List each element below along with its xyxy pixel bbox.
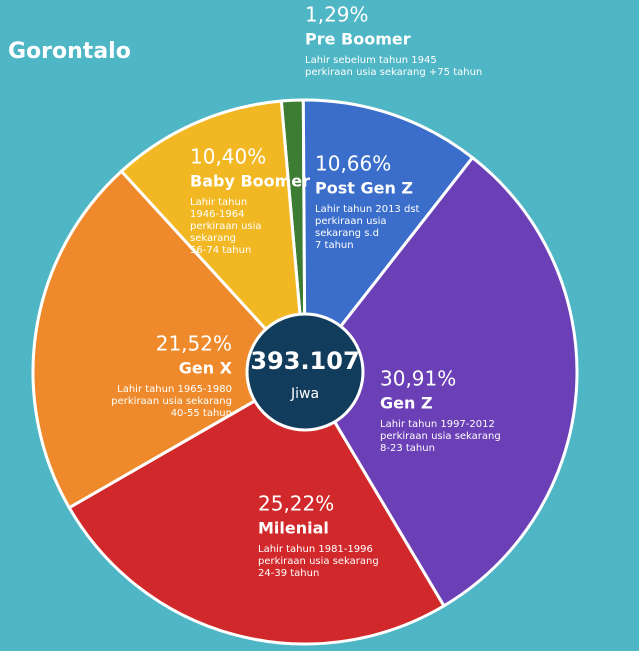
description: 8-23 tahun [380,443,435,454]
description: Lahir tahun 1981-1996 [258,544,373,555]
description: Lahir tahun 1965-1980 [117,384,232,395]
description: perkiraan usia sekarang [258,556,379,567]
center-label: Jiwa [290,386,319,402]
percent-label: 21,52% [156,332,232,356]
description: 1946-1964 [190,209,245,220]
description: 40-55 tahun [171,408,232,419]
center-value: 393.107 [250,347,359,375]
category-name: Baby Boomer [190,172,310,191]
category-name: Gen Z [380,394,433,413]
description: 7 tahun [315,240,354,251]
percent-label: 30,91% [380,367,456,391]
description: perkiraan usia sekarang +75 tahun [305,67,482,78]
percent-label: 10,40% [190,145,266,169]
infographic: Gorontalo 1,29% Pre Boomer Lahir sebelum t… [0,0,639,651]
description: Lahir tahun [190,197,247,208]
title: Gorontalo [8,39,131,64]
description: sekarang [190,233,236,244]
description: Lahir tahun 2013 dst [315,204,420,215]
percent-label: 10,66% [315,152,391,176]
description: perkiraan usia [315,216,387,227]
description: perkiraan usia [190,221,262,232]
description: Lahir sebelum tahun 1945 [305,55,437,66]
description: sekarang s.d [315,228,379,239]
description: 24-39 tahun [258,568,319,579]
category-name: Milenial [258,519,329,538]
description: 56-74 tahun [190,245,251,256]
percent-label: 1,29% [305,3,369,27]
description: Lahir tahun 1997-2012 [380,419,495,430]
description: perkiraan usia sekarang [111,396,232,407]
percent-label: 25,22% [258,492,334,516]
description: perkiraan usia sekarang [380,431,501,442]
category-name: Gen X [179,359,233,378]
category-name: Post Gen Z [315,179,413,198]
category-name: Pre Boomer [305,30,411,49]
